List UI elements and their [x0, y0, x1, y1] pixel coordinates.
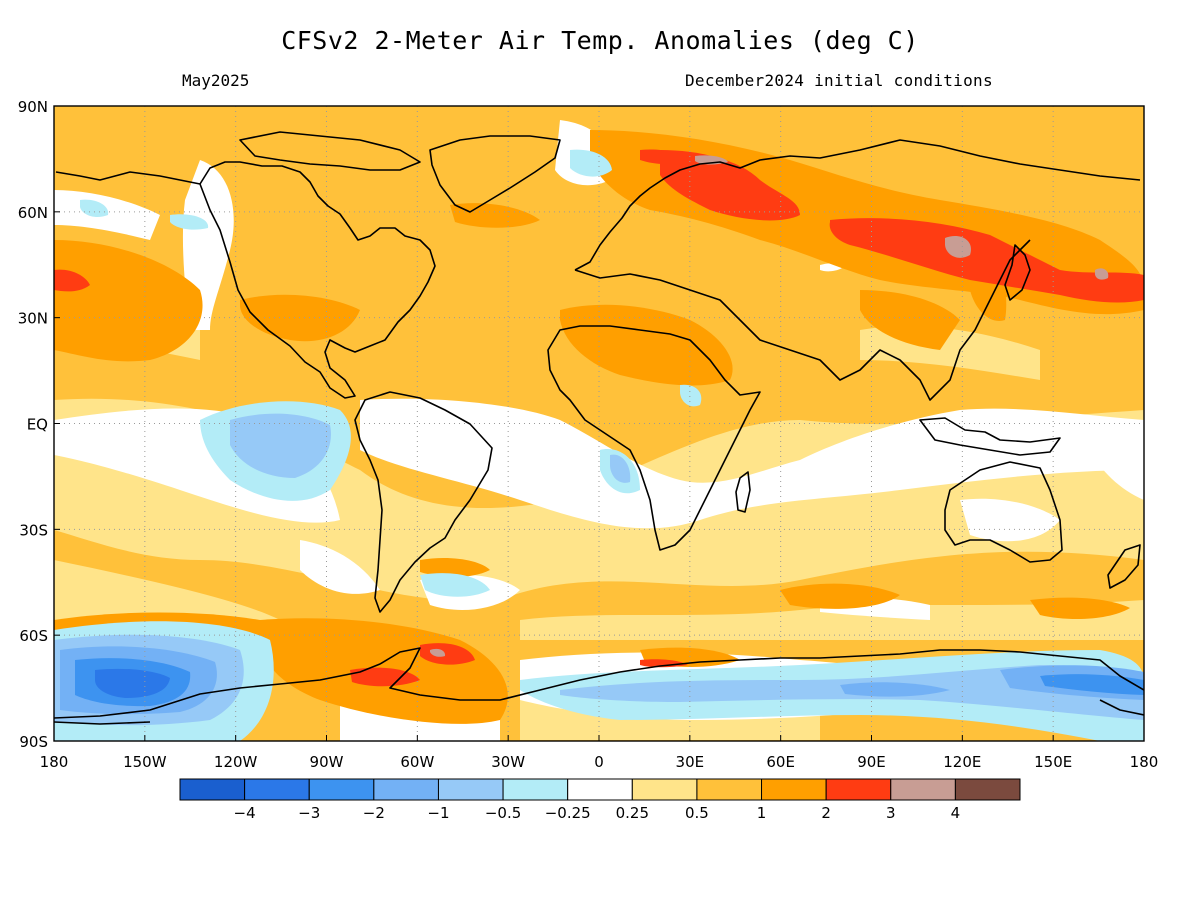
- colorbar-tick-label: 0.5: [685, 804, 709, 822]
- colorbar-swatch: [954, 778, 1021, 801]
- coastline-japan: [1004, 244, 1031, 301]
- colorbar-swatch: [308, 778, 375, 801]
- coastline-antarctica: [54, 647, 1144, 725]
- lon-tick-label: 60W: [400, 753, 434, 771]
- coastline-north-america: [55, 161, 436, 399]
- colorbar-tick-label: 0.25: [616, 804, 649, 822]
- graticule: [54, 106, 1144, 741]
- map-title: CFSv2 2-Meter Air Temp. Anomalies (deg C…: [281, 26, 919, 55]
- lon-tick-label: 150W: [123, 753, 167, 771]
- valid-month-label: May2025: [182, 71, 250, 90]
- lat-tick-label: 90N: [18, 98, 48, 116]
- longitude-axis: 180 150W 120W 90W 60W 30W 0 30E 60E 90E 120E 150E 18…: [40, 735, 1159, 771]
- lat-tick-label: 60S: [19, 627, 48, 645]
- lat-tick-label: 60N: [18, 204, 48, 222]
- lon-tick-label: 120W: [214, 753, 258, 771]
- colorbar-swatch: [502, 778, 569, 801]
- lon-tick-label: 180: [40, 753, 69, 771]
- colorbar-tick-label: 3: [886, 804, 896, 822]
- coastline-madagascar: [735, 471, 751, 513]
- colorbar-swatch: [890, 778, 956, 801]
- coastline-arctic-islands: [239, 131, 421, 171]
- coastlines: [54, 131, 1144, 725]
- coastline-australia: [944, 461, 1063, 563]
- lon-tick-label: 30E: [676, 753, 705, 771]
- coastline-new-zealand: [1107, 544, 1141, 589]
- colorbar-tick-label: 4: [951, 804, 961, 822]
- lon-tick-label: 0: [594, 753, 604, 771]
- coastline-greenland: [429, 135, 561, 213]
- lon-tick-label: 150E: [1034, 753, 1072, 771]
- lat-tick-label: 30S: [19, 521, 48, 539]
- colorbar-tick-label: 1: [757, 804, 767, 822]
- anomaly-neg-3-regions: [95, 668, 170, 698]
- lat-tick-label: 30N: [18, 310, 48, 328]
- lon-tick-label: 90E: [857, 753, 886, 771]
- colorbar-swatch: [567, 778, 633, 801]
- anomaly-2-3-regions: [54, 149, 1144, 687]
- anomaly-field: [54, 106, 1144, 741]
- colorbar-swatch: [437, 778, 504, 801]
- lon-tick-label: 30W: [491, 753, 525, 771]
- lon-tick-label: 90W: [310, 753, 344, 771]
- colorbar-tick-label: −0.25: [545, 804, 591, 822]
- colorbar-swatch: [244, 778, 310, 801]
- colorbar-swatch: [761, 778, 827, 801]
- colorbar-swatch: [373, 778, 439, 801]
- lon-tick-label: 180: [1130, 753, 1159, 771]
- colorbar-tick-label: −3: [298, 804, 320, 822]
- lat-tick-label: EQ: [27, 416, 48, 434]
- coastline-africa: [547, 325, 761, 551]
- colorbar-tick-label: 2: [821, 804, 831, 822]
- colorbar-tick-label: −0.5: [485, 804, 521, 822]
- coastline-europe-asia: [574, 139, 1141, 401]
- colorbar-swatch: [825, 778, 892, 801]
- lat-tick-label: 90S: [19, 733, 48, 751]
- latitude-axis: 90N 60N 30N EQ 30S 60S 90S: [18, 98, 60, 751]
- colorbar-tick-label: −2: [363, 804, 385, 822]
- initial-conditions-label: December2024 initial conditions: [685, 71, 993, 90]
- colorbar-tick-label: −1: [427, 804, 449, 822]
- colorbar-swatch: [179, 778, 246, 801]
- coastline-maritime-continent: [919, 417, 1061, 456]
- lon-tick-label: 120E: [943, 753, 981, 771]
- colorbar: −4 −3 −2 −1 −0.5 −0.25 0.25 0.5 1 2 3 4: [179, 778, 1021, 822]
- colorbar-tick-label: −4: [234, 804, 256, 822]
- colorbar-swatch: [696, 778, 763, 801]
- lon-tick-label: 60E: [766, 753, 795, 771]
- coastline-south-america: [354, 391, 493, 613]
- colorbar-swatch: [631, 778, 698, 801]
